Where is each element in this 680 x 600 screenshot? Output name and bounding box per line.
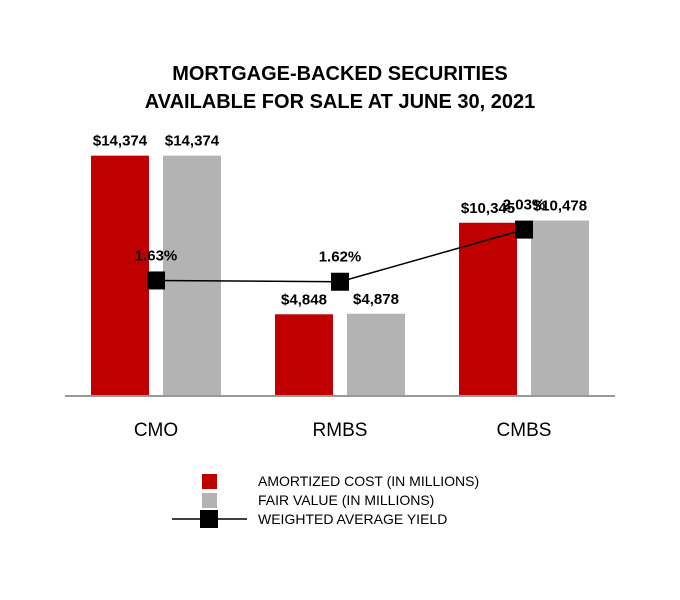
category-label-cmbs: CMBS [497,420,552,441]
yield-marker-rmbs [331,272,349,291]
yield-label-cmbs: 2.03% [503,197,546,214]
legend-marker-weighted-yield [200,510,218,528]
bar-rmbs-amortized-cost [275,314,333,395]
category-label-cmo: CMO [134,420,178,441]
legend-label-amortized-cost: AMORTIZED COST (IN MILLIONS) [258,473,479,489]
legend: AMORTIZED COST (IN MILLIONS) FAIR VALUE … [172,473,479,528]
bar-cmbs-fair-value [531,220,589,395]
yield-marker-cmbs [515,220,533,239]
chart-title-line-1: MORTGAGE-BACKED SECURITIES [172,63,508,85]
legend-label-fair-value: FAIR VALUE (IN MILLIONS) [258,492,434,508]
legend-swatch-fair-value [202,493,217,508]
yield-line-layer: 1.63% 1.62% 2.03% [135,197,546,291]
bar-rmbs-fair-value [347,313,405,395]
yield-marker-cmo [147,271,165,290]
bars-layer [91,155,589,395]
legend-swatch-amortized-cost [202,474,217,489]
bar-value-label-rmbs-amortized-cost: $4,848 [281,291,327,308]
bar-cmo-fair-value [163,155,221,395]
labels-layer: $14,374 $14,374 CMO $4,848 $4,878 RMBS $10,345… [93,133,587,441]
legend-label-weighted-yield: WEIGHTED AVERAGE YIELD [258,511,447,527]
bar-cmbs-amortized-cost [459,222,517,395]
bar-value-label-rmbs-fair-value: $4,878 [353,291,399,308]
yield-label-cmo: 1.63% [135,247,178,264]
bar-value-label-cmbs-fair-value: $10,478 [533,198,587,215]
category-label-rmbs: RMBS [313,420,368,441]
bar-value-label-cmbs-amortized-cost: $10,345 [461,200,515,217]
yield-label-rmbs: 1.62% [319,249,362,266]
bar-value-label-cmo-fair-value: $14,374 [165,133,220,150]
bar-cmo-amortized-cost [91,155,149,395]
chart-title-line-2: AVAILABLE FOR SALE AT JUNE 30, 2021 [145,91,535,113]
bar-value-label-cmo-amortized-cost: $14,374 [93,133,148,150]
